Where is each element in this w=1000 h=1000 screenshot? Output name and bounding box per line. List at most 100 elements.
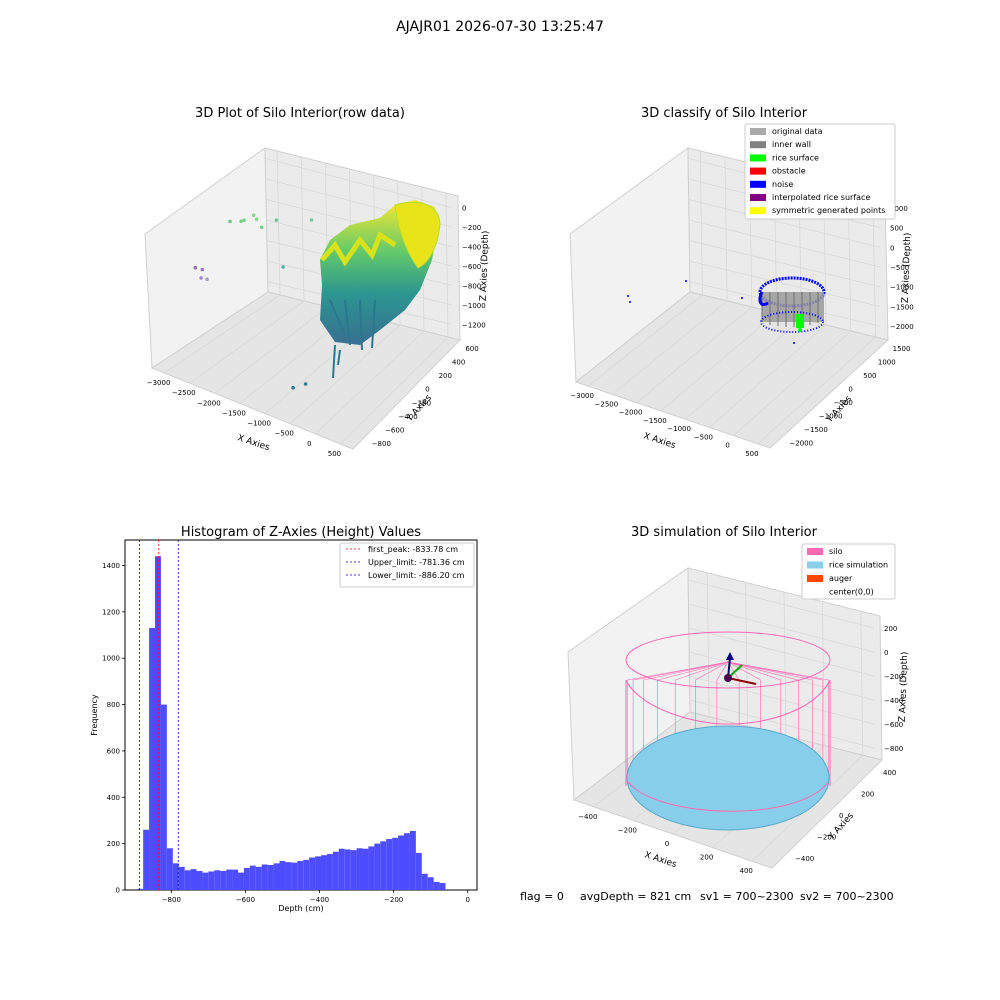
histogram-bar <box>143 829 150 890</box>
z-tick-label: −200 <box>884 673 903 681</box>
x-tick-label: −1500 <box>222 409 246 417</box>
raw-3d-zlabel: Z Axies (Depth) <box>479 231 491 302</box>
x-tick-label: −500 <box>275 430 294 438</box>
histogram-plot-area <box>124 539 478 891</box>
raw-sparse-point <box>291 385 295 390</box>
classify-3d-zlabel: Z Axies (Depth) <box>901 233 913 304</box>
histogram-bar <box>149 628 156 890</box>
x-gridline-back <box>745 582 748 727</box>
z-tick-label: 500 <box>890 225 903 233</box>
histogram-bar <box>238 872 244 890</box>
x-gridline-back <box>822 601 825 746</box>
raw-3d-zticks: −1200 −1000 −800 −600 −400 −200 0 <box>462 205 486 330</box>
histogram-xticks: −800 −600 −400 −200 0 <box>162 890 470 904</box>
x-tick-label: 0 <box>665 840 669 848</box>
rice-simulation-surface <box>626 725 830 831</box>
histogram-bar <box>160 704 167 890</box>
silo-roof-rib <box>727 661 799 681</box>
histogram-bar <box>404 833 410 890</box>
legend-label: center(0,0) <box>829 588 874 597</box>
y-tick-label: 1000 <box>102 655 120 663</box>
histogram-bar <box>415 852 422 890</box>
x-tick-label: −500 <box>694 433 713 441</box>
x-tick-label: −1500 <box>643 417 667 425</box>
simulation-3d-title: 3D simulation of Silo Interior <box>631 525 818 540</box>
y-tick-label: 0 <box>425 386 429 394</box>
x-tick-label: −400 <box>578 813 597 821</box>
y-tick-label: 200 <box>107 840 120 848</box>
histogram-xlabel: Depth (cm) <box>278 904 323 913</box>
x-tick-label: 400 <box>740 867 753 875</box>
z-tick-label: 0 <box>462 205 466 213</box>
z-tick-label: −1500 <box>890 303 914 311</box>
histogram-bar <box>273 863 280 890</box>
histogram-bar <box>326 854 333 890</box>
histogram-bar <box>155 556 161 890</box>
histogram-bar <box>137 888 144 890</box>
legend-label: first_peak: -833.78 cm <box>368 545 458 554</box>
raw-3d-surface-cloud <box>320 200 441 379</box>
histogram-bar <box>285 862 292 890</box>
legend-label: interpolated rice surface <box>772 193 870 202</box>
histogram-bar <box>439 883 446 890</box>
y-tick-label: −200 <box>412 399 431 407</box>
raw-sparse-point <box>228 219 232 224</box>
z-tick-label: −1000 <box>890 284 914 292</box>
legend-swatch <box>750 141 766 149</box>
histogram-bar <box>202 872 209 890</box>
histogram-bar <box>208 871 215 890</box>
z-tick-label: −500 <box>890 264 909 272</box>
legend-swatch <box>750 154 766 162</box>
silo-roof-rib <box>727 661 813 681</box>
histogram-bar <box>267 864 274 890</box>
legend-label: rice surface <box>772 153 819 162</box>
x-tick-label: −800 <box>162 896 181 904</box>
legend-label: obstacle <box>772 167 806 176</box>
x-tick-label: −200 <box>384 896 403 904</box>
z-gridline <box>688 199 881 248</box>
silo-roof-rib <box>695 661 729 681</box>
raw-sparse-point <box>274 218 279 222</box>
z-tick-label: −1000 <box>462 302 486 310</box>
y-tick-label: −1000 <box>819 412 843 420</box>
histogram-legend-frame <box>339 542 475 588</box>
z-tick-label: −2000 <box>890 323 914 331</box>
silo-roof-rib <box>727 661 761 681</box>
footer-avg-depth: avgDepth = 821 cm <box>580 890 691 903</box>
x-tick-label: 500 <box>745 450 758 458</box>
x-tick-label: −2000 <box>619 409 643 417</box>
histogram-bar <box>433 881 440 890</box>
classify-3d-zticks: −2000 −1500 −1000 −500 0 500 1000 <box>890 205 914 331</box>
legend-label: rice simulation <box>829 561 888 570</box>
z-tick-label: −200 <box>462 224 481 232</box>
histogram-bar <box>356 848 363 890</box>
z-gridline <box>688 219 881 268</box>
simulation-legend-frame <box>801 543 896 600</box>
x-tick-label: −2000 <box>197 399 221 407</box>
silo-roof-rib <box>643 661 729 681</box>
z-tick-label: 0 <box>890 244 894 252</box>
histogram-bar <box>291 862 298 890</box>
histogram-legend: first_peak: -833.78 cm Upper_limit: -781.… <box>339 542 475 588</box>
y-tick-label: 600 <box>465 345 478 353</box>
y-tick-label: −1500 <box>804 426 828 434</box>
z-tick-label: −1200 <box>462 321 486 329</box>
histogram-bar <box>350 850 357 890</box>
histogram-bar <box>166 848 173 890</box>
z-gridline <box>689 240 881 288</box>
silo-roof-rib <box>716 661 729 681</box>
histogram-bar <box>332 851 339 890</box>
silo-roof-rib <box>633 661 729 681</box>
histogram-title: Histogram of Z-Axies (Height) Values <box>181 525 421 540</box>
legend-label: auger <box>829 574 853 583</box>
y-tick-label: 400 <box>107 794 120 802</box>
x-tick-label: −600 <box>236 896 255 904</box>
histogram-bar <box>232 869 239 890</box>
y-tick-label: 0 <box>848 385 852 393</box>
histogram-bar <box>315 856 322 890</box>
legend-swatch <box>807 548 823 555</box>
classify-3d-xticks: −3000−2500−2000−1500−1000−500 0 500 <box>570 392 758 458</box>
x-tick-label: 0 <box>307 440 311 448</box>
legend-swatch <box>750 194 766 201</box>
